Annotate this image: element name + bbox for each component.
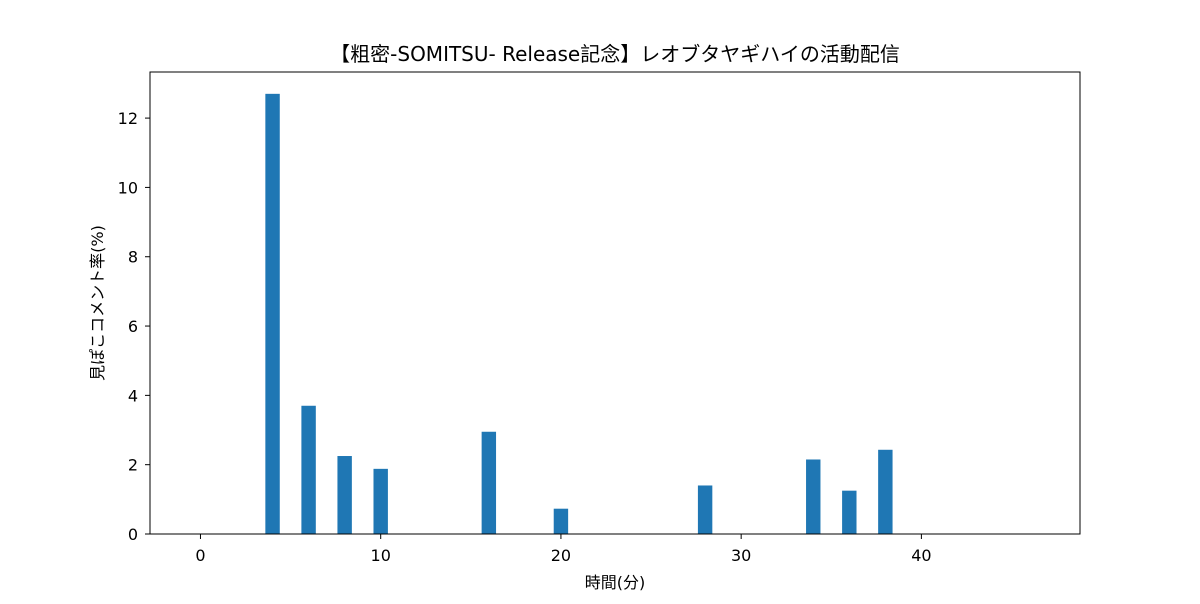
bar-16 bbox=[481, 431, 497, 534]
bar-34 bbox=[806, 459, 821, 534]
bar-28 bbox=[697, 485, 713, 534]
chart-title: 【粗密-SOMITSU- Release記念】レオブタヤギハイの活動配信 bbox=[330, 42, 900, 66]
y-tick-label: 12 bbox=[118, 109, 138, 128]
y-axis-ticks: 0 2 4 6 8 10 12 bbox=[118, 109, 150, 544]
y-tick-label: 10 bbox=[118, 178, 138, 197]
x-axis-label: 時間(分) bbox=[585, 573, 646, 592]
y-tick-label: 2 bbox=[128, 456, 138, 475]
x-axis-ticks: 0 10 20 30 40 bbox=[195, 534, 932, 565]
y-tick-label: 0 bbox=[128, 525, 138, 544]
bar-8 bbox=[337, 456, 352, 534]
bar-20 bbox=[553, 508, 569, 534]
bars-group bbox=[265, 93, 893, 534]
y-tick-label: 8 bbox=[128, 248, 138, 267]
bar-36 bbox=[842, 490, 857, 534]
y-tick-label: 4 bbox=[128, 386, 138, 405]
bar-4 bbox=[265, 93, 280, 534]
y-axis-label: 見ぽこコメント率(%) bbox=[88, 225, 107, 381]
x-tick-label: 20 bbox=[551, 546, 571, 565]
x-tick-label: 30 bbox=[731, 546, 751, 565]
y-tick-label: 6 bbox=[128, 317, 138, 336]
bar-6 bbox=[301, 405, 316, 534]
bar-38 bbox=[878, 449, 893, 534]
x-tick-label: 40 bbox=[911, 546, 931, 565]
bar-10 bbox=[373, 468, 388, 534]
x-tick-label: 10 bbox=[371, 546, 391, 565]
plot-frame bbox=[149, 71, 1081, 535]
x-tick-label: 0 bbox=[195, 546, 205, 565]
